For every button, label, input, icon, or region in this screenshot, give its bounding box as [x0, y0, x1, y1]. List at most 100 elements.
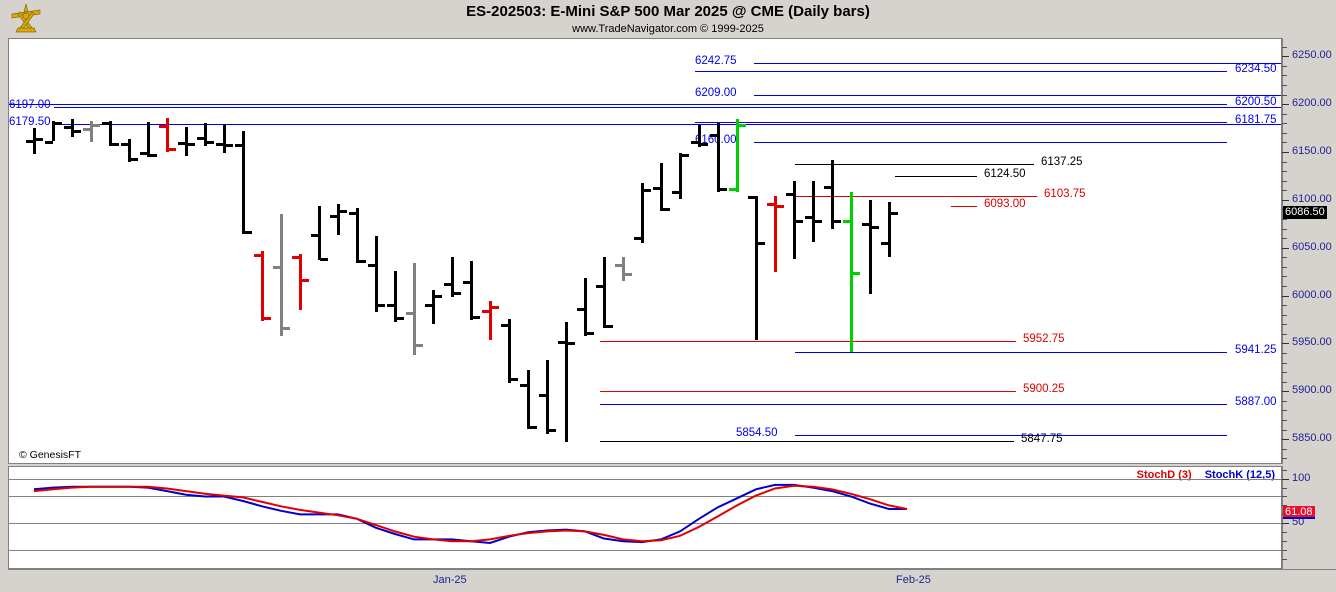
ohlc-bar[interactable] — [413, 262, 416, 355]
price-level-line[interactable] — [795, 164, 1034, 165]
ohlc-bar[interactable] — [774, 195, 777, 272]
ohlc-close-tick — [73, 129, 81, 133]
ohlc-bar[interactable] — [109, 121, 112, 147]
ohlc-bar[interactable] — [869, 199, 872, 294]
axis-tick — [1282, 162, 1287, 163]
indicator-axis[interactable]: 100 50 61.08 — [1282, 466, 1336, 569]
date-axis[interactable]: Jan-25 Feb-25 — [8, 569, 1336, 592]
ohlc-bar[interactable] — [584, 278, 587, 336]
ohlc-bar[interactable] — [261, 251, 264, 322]
axis-tick — [1282, 488, 1287, 489]
ohlc-bar[interactable] — [546, 359, 549, 435]
ohlc-bar[interactable] — [508, 319, 511, 383]
indicator-axis-label: 50 — [1292, 516, 1305, 528]
price-axis-label: 6150.00 — [1292, 145, 1332, 157]
ohlc-open-tick — [539, 394, 547, 398]
price-axis-label: 6050.00 — [1292, 241, 1332, 253]
ohlc-bar[interactable] — [299, 254, 302, 310]
price-chart-pane[interactable]: © GenesisFT 6242.75 6234.50 6209.00 6200.50… — [8, 38, 1282, 464]
ohlc-bar[interactable] — [318, 206, 321, 261]
ohlc-bar[interactable] — [622, 257, 625, 282]
ohlc-bar[interactable] — [831, 159, 834, 229]
axis-tick — [1282, 353, 1287, 354]
axis-tick — [1282, 104, 1289, 105]
indicator-gridline — [9, 496, 1281, 497]
ohlc-bar[interactable] — [432, 289, 435, 325]
ohlc-bar[interactable] — [52, 121, 55, 142]
ohlc-open-tick — [558, 341, 566, 345]
price-level-line[interactable] — [795, 196, 1037, 197]
ohlc-bar[interactable] — [204, 123, 207, 147]
ohlc-bar[interactable] — [147, 122, 150, 157]
axis-tick — [1282, 66, 1287, 67]
price-level-line[interactable] — [754, 95, 1281, 96]
ohlc-bar[interactable] — [698, 125, 701, 148]
ohlc-open-tick — [387, 304, 395, 308]
axis-tick — [1282, 505, 1287, 506]
ohlc-bar[interactable] — [356, 208, 359, 263]
ohlc-close-tick — [35, 138, 43, 142]
price-level-line[interactable] — [54, 107, 1281, 108]
axis-tick — [1282, 479, 1289, 480]
ohlc-bar[interactable] — [451, 257, 454, 298]
ohlc-bar[interactable] — [166, 118, 169, 152]
ohlc-bar[interactable] — [660, 163, 663, 212]
price-level-line[interactable] — [695, 122, 1227, 123]
price-level-line[interactable] — [600, 391, 1016, 392]
ohlc-bar[interactable] — [489, 301, 492, 341]
indicator-gridline — [9, 523, 1281, 524]
stochastic-indicator-pane[interactable]: StochD (3) StochK (12,5) — [8, 466, 1282, 569]
price-axis-label: 6100.00 — [1292, 193, 1332, 205]
ohlc-bar[interactable] — [223, 124, 226, 153]
price-level-line[interactable] — [600, 341, 1016, 342]
price-level-line[interactable] — [795, 435, 1227, 436]
ohlc-bar[interactable] — [128, 138, 131, 162]
price-axis[interactable]: 6250.00 6200.00 6150.00 6100.00 6050.00 6000.… — [1282, 38, 1336, 464]
price-axis-label: 5950.00 — [1292, 336, 1332, 348]
ohlc-bar[interactable] — [394, 270, 397, 323]
ohlc-bar[interactable] — [565, 322, 568, 442]
ohlc-close-tick — [491, 305, 499, 309]
ohlc-bar[interactable] — [242, 130, 245, 235]
ohlc-close-tick — [871, 225, 879, 229]
axis-tick — [1282, 276, 1287, 277]
ohlc-bar[interactable] — [736, 119, 739, 193]
ohlc-bar[interactable] — [90, 121, 93, 143]
price-level-line[interactable] — [754, 63, 1281, 64]
price-level-line[interactable] — [695, 71, 1227, 72]
price-level-line[interactable] — [9, 104, 1227, 105]
ohlc-bar[interactable] — [603, 257, 606, 329]
ohlc-bar[interactable] — [850, 192, 853, 352]
price-level-line[interactable] — [600, 404, 1227, 405]
ohlc-open-tick — [216, 143, 224, 147]
ohlc-bar[interactable] — [375, 236, 378, 312]
axis-tick — [1282, 532, 1287, 533]
price-level-line[interactable] — [951, 206, 977, 207]
ohlc-close-tick — [605, 325, 613, 329]
ohlc-bar[interactable] — [812, 180, 815, 242]
ohlc-bar[interactable] — [185, 127, 188, 156]
ohlc-bar[interactable] — [679, 152, 682, 199]
ohlc-bar[interactable] — [470, 261, 473, 321]
price-level-label: 6234.50 — [1235, 63, 1277, 75]
ohlc-bar[interactable] — [717, 123, 720, 193]
price-level-line[interactable] — [600, 441, 1014, 442]
axis-tick — [1282, 401, 1287, 402]
ohlc-bar[interactable] — [71, 119, 74, 137]
ohlc-bar[interactable] — [527, 370, 530, 430]
ohlc-close-tick — [890, 212, 898, 216]
ohlc-bar[interactable] — [33, 128, 36, 154]
ohlc-bar[interactable] — [888, 201, 891, 258]
price-level-line[interactable] — [795, 352, 1227, 353]
ohlc-open-tick — [444, 283, 452, 287]
price-level-line[interactable] — [54, 124, 1281, 125]
price-level-line[interactable] — [895, 176, 977, 177]
ohlc-open-tick — [102, 122, 110, 126]
ohlc-bar[interactable] — [641, 182, 644, 243]
ohlc-bar[interactable] — [280, 214, 283, 336]
ohlc-bar[interactable] — [755, 195, 758, 341]
ohlc-bar[interactable] — [793, 180, 796, 260]
ohlc-bar[interactable] — [337, 203, 340, 236]
price-level-label: 5854.50 — [736, 427, 778, 439]
price-level-line[interactable] — [754, 142, 1227, 143]
